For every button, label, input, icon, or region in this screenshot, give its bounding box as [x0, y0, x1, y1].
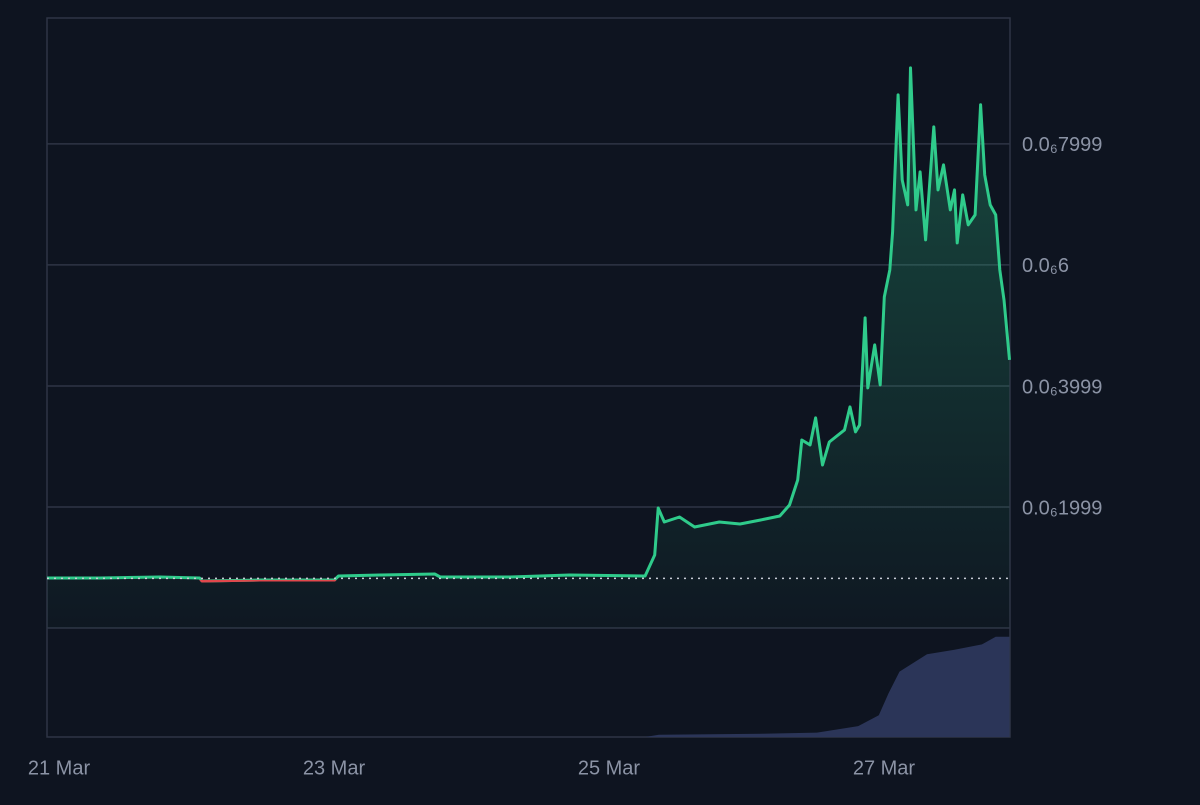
x-tick-label: 27 Mar [853, 757, 916, 779]
x-tick-label: 25 Mar [578, 757, 641, 779]
price-line [47, 66, 1011, 583]
y-tick-label: 0.0₆6 [1022, 255, 1069, 277]
x-tick-label: 21 Mar [28, 757, 91, 779]
y-tick-label: 0.0₆3999 [1022, 376, 1102, 398]
price-area [47, 67, 1010, 628]
x-tick-label: 23 Mar [303, 757, 366, 779]
volume-area [47, 636, 1010, 737]
plot-frame [46, 17, 1011, 738]
y-tick-label: 0.0₆7999 [1022, 134, 1102, 156]
y-tick-label: 0.0₆1999 [1022, 497, 1102, 519]
